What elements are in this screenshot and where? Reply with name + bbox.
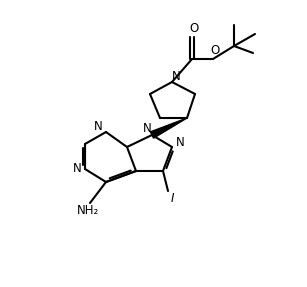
Text: N: N <box>94 121 102 133</box>
Text: O: O <box>210 44 220 57</box>
Text: N: N <box>176 135 185 148</box>
Text: I: I <box>170 193 174 205</box>
Polygon shape <box>150 118 187 138</box>
Text: O: O <box>189 22 199 36</box>
Text: NH₂: NH₂ <box>77 205 99 218</box>
Text: N: N <box>143 121 151 135</box>
Text: N: N <box>73 162 81 175</box>
Text: N: N <box>172 69 181 82</box>
